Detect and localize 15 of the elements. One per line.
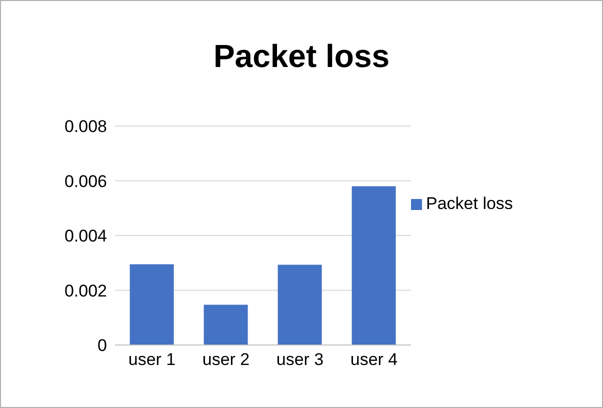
- y-tick-label: 0.002: [64, 281, 107, 300]
- bar: [352, 186, 396, 345]
- y-tick-label: 0.004: [64, 226, 107, 246]
- x-tick-label: user 1: [128, 350, 176, 370]
- y-tick-label: 0.008: [64, 117, 107, 136]
- legend-label: Packet loss: [426, 194, 513, 213]
- x-tick-label: user 3: [276, 350, 324, 370]
- y-tick-label: 0: [98, 336, 107, 356]
- bar: [204, 304, 248, 345]
- bar: [130, 264, 174, 345]
- x-tick-label: user 4: [350, 350, 398, 370]
- x-tick-label: user 2: [202, 350, 250, 370]
- chart-title: Packet loss: [212, 38, 391, 75]
- bar: [278, 264, 322, 345]
- y-tick-label: 0.006: [64, 172, 107, 191]
